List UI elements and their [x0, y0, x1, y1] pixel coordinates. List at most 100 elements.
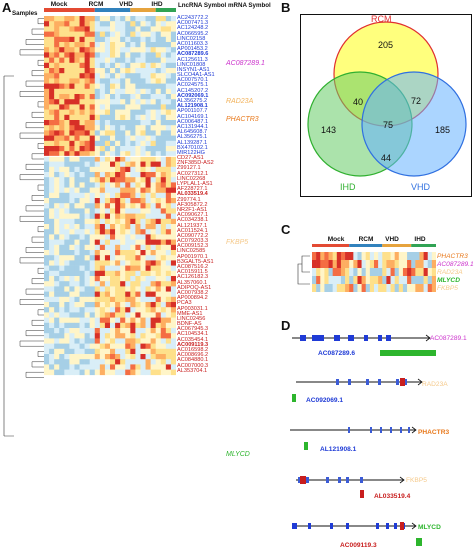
heatmap-cell [104, 94, 111, 100]
heatmap-cell [135, 265, 141, 272]
heatmap-cell [54, 328, 60, 334]
heatmap-cell [120, 302, 126, 308]
heatmap-cell [125, 281, 131, 287]
c-group-rcm: RCM [358, 236, 374, 243]
heatmap-cell [84, 359, 90, 365]
heatmap-cell [99, 156, 106, 162]
c-heatmap-cell [394, 276, 400, 285]
heatmap-cell [130, 229, 136, 235]
heatmap-cell [74, 234, 80, 240]
lncrna-label: AL353704.1 [177, 367, 208, 374]
gene-tracks [290, 334, 436, 546]
heatmap-cell [84, 354, 90, 360]
c-gene-mlycd: MLYCD [437, 277, 460, 284]
heatmap-cell [99, 322, 106, 329]
heatmap-cell [104, 182, 111, 188]
heatmap-cell [89, 218, 96, 225]
c-heatmap-cell [365, 268, 371, 277]
heatmap-cell [125, 224, 131, 230]
heatmap-cell [59, 83, 65, 90]
heatmap-cell [74, 198, 80, 204]
heatmap-cell [170, 322, 176, 329]
heatmap-cell [115, 140, 121, 147]
heatmap-cell [170, 78, 176, 84]
c-heatmap-cell [312, 284, 317, 292]
heatmap-cell [145, 109, 151, 116]
heatmap-cell [74, 328, 80, 334]
heatmap-cell [49, 270, 55, 277]
heatmap-cell [59, 130, 65, 136]
heatmap-cell [64, 270, 70, 277]
heatmap-cell [44, 312, 50, 318]
heatmap-cell [170, 187, 176, 194]
heatmap-cell [125, 57, 131, 64]
heatmap-cell [64, 296, 70, 303]
heatmap-cell [150, 62, 156, 69]
dendrogram-branch [19, 257, 44, 264]
heatmap-cell [74, 99, 80, 105]
heatmap-cell [84, 229, 90, 235]
heatmap-cell [110, 182, 116, 188]
heatmap-cell [120, 296, 126, 303]
heatmap-cell [150, 78, 156, 84]
track-fkbp5-exon [326, 477, 329, 483]
heatmap-cell [64, 312, 70, 318]
heatmap-cell [115, 343, 121, 350]
heatmap-cell [135, 255, 141, 261]
heatmap-cell [115, 104, 121, 110]
lncrna-label: LYPLAL1-AS1 [177, 181, 213, 187]
heatmap-cell [89, 140, 96, 147]
dendrogram-branch [37, 184, 44, 191]
heatmap-cell [120, 312, 126, 318]
heatmap-cell [99, 234, 106, 240]
heatmap-cell [155, 255, 162, 261]
heatmap-cell [59, 109, 65, 116]
heatmap-cell [125, 302, 131, 308]
heatmap-cell [89, 94, 96, 100]
heatmap-cell [110, 57, 116, 64]
heatmap-cell [44, 187, 50, 194]
heatmap-cell [145, 333, 151, 339]
heatmap-cell [120, 47, 126, 53]
heatmap-cell [94, 130, 101, 136]
heatmap-cell [110, 125, 116, 131]
heatmap-cell [135, 62, 141, 69]
track-fkbp5-exon [346, 477, 349, 483]
heatmap-cell [64, 218, 70, 225]
heatmap-cell [104, 218, 111, 225]
heatmap-cell [49, 36, 55, 43]
heatmap-cell [64, 343, 70, 350]
heatmap-cell [110, 156, 116, 162]
heatmap-cell [125, 161, 131, 168]
heatmap-cell [84, 239, 90, 246]
heatmap-cell [84, 78, 90, 84]
track-ac087289-1-exon [348, 335, 354, 341]
heatmap-cell [125, 270, 131, 277]
heatmap-cell [49, 73, 55, 79]
heatmap-cell [59, 302, 65, 308]
heatmap-cell [44, 52, 50, 58]
heatmap-cell [69, 120, 75, 126]
heatmap-cell [94, 42, 101, 48]
heatmap-cell [74, 21, 80, 27]
heatmap-cell [49, 57, 55, 64]
heatmap-cell [155, 307, 162, 313]
heatmap-cell [49, 354, 55, 360]
heatmap-cell [104, 244, 111, 251]
heatmap-cell [74, 52, 80, 58]
heatmap-cell [59, 31, 65, 38]
heatmap-cell [160, 203, 167, 209]
heatmap-cell [165, 140, 172, 147]
c-heatmap-cell [427, 284, 433, 292]
heatmap-cell [160, 161, 167, 168]
heatmap-cell [130, 99, 136, 105]
c-heatmap-cell [328, 260, 333, 269]
heatmap-cell [115, 182, 121, 188]
heatmap-cell [104, 348, 111, 355]
heatmap-cell [155, 302, 162, 308]
heatmap-cell [94, 265, 101, 272]
heatmap-cell [120, 234, 126, 240]
heatmap-cell [115, 99, 121, 105]
c-heatmap-cell [324, 276, 329, 285]
heatmap-cell [94, 260, 101, 266]
